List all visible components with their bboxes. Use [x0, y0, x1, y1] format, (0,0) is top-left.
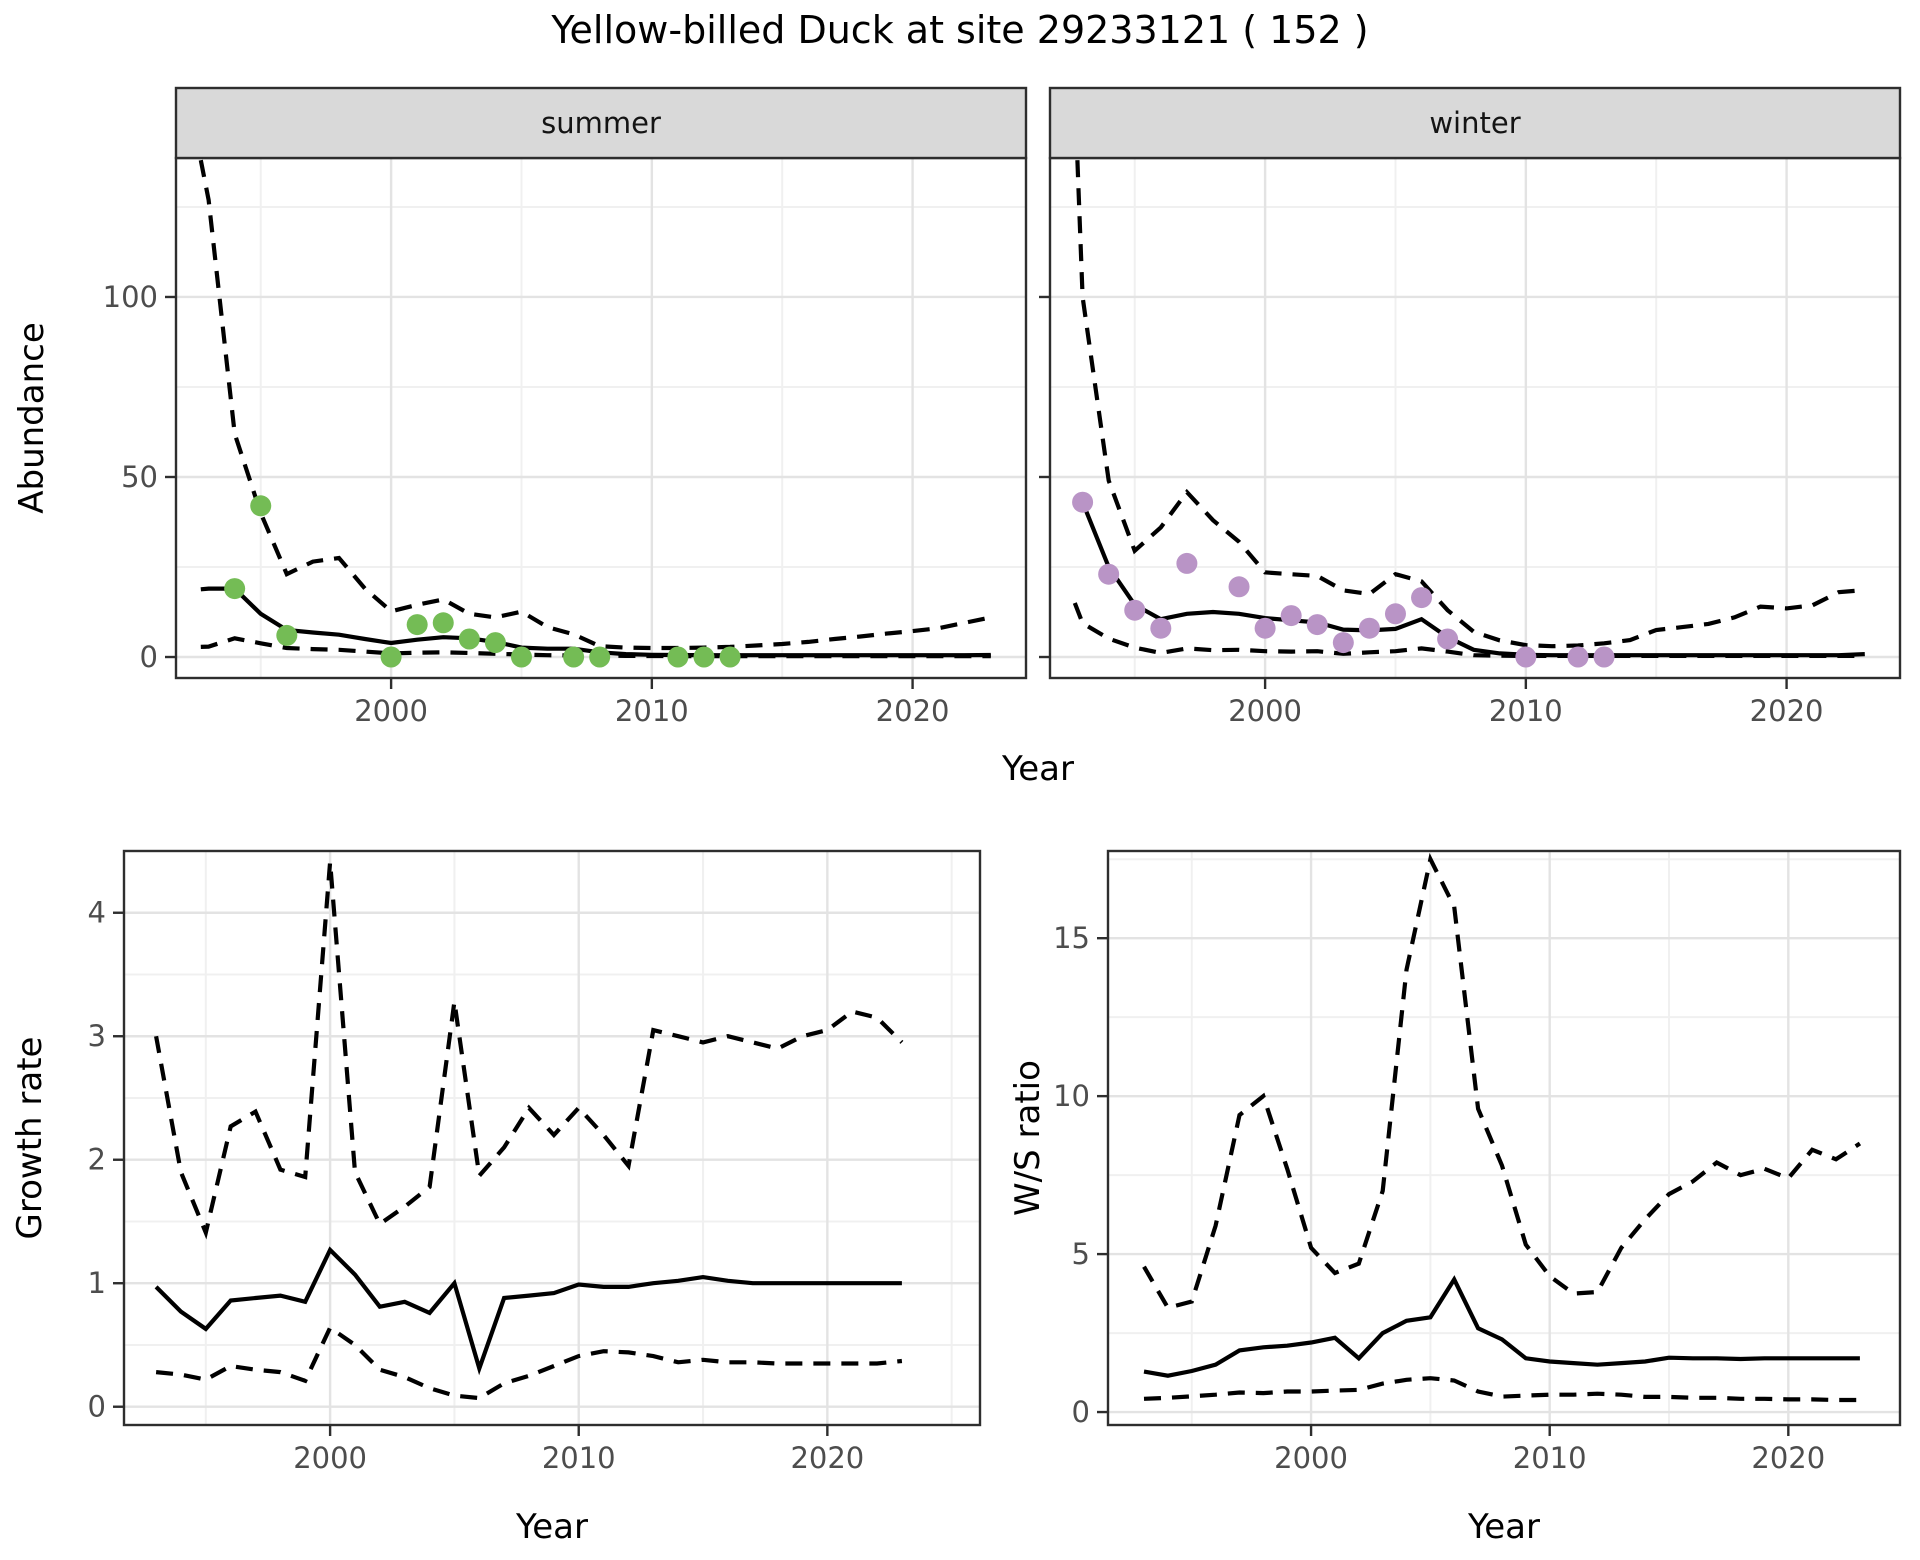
- observation-point: [1124, 599, 1146, 621]
- facet-strip: [174, 86, 1028, 160]
- x-tick-label: 2000: [354, 694, 428, 728]
- lower-ci-line: [200, 636, 991, 659]
- facet-strip: [1048, 86, 1902, 160]
- upper-ci-line: [198, 159, 992, 651]
- facet-strip-label-winter: winter: [1429, 106, 1521, 140]
- observation-point: [250, 495, 272, 517]
- mean-line: [1143, 1275, 1860, 1378]
- panel-border: [122, 849, 982, 1427]
- observation-point: [380, 646, 402, 668]
- x-axis-title-year-bottom-left: Year: [516, 1507, 588, 1547]
- observation-point: [1280, 605, 1302, 627]
- x-tick-label: 2010: [615, 694, 689, 728]
- x-tick-label: 2020: [790, 1441, 864, 1475]
- x-tick-label: 2020: [1751, 1441, 1825, 1475]
- panel-ws_ratio: 2000 2010 2020 0 5 10 15: [1053, 849, 1902, 1475]
- lower-ci-line: [155, 1324, 903, 1401]
- facet-strip-label-summer: summer: [541, 106, 661, 140]
- observation-point: [458, 628, 480, 650]
- y-tick-label: 1: [88, 1266, 106, 1300]
- y-tick-label: 0: [88, 1390, 106, 1424]
- panel-background: [1108, 851, 1900, 1425]
- observation-point: [1384, 603, 1406, 625]
- x-tick-label: 2000: [293, 1441, 367, 1475]
- observation-point: [693, 646, 715, 668]
- observation-point: [563, 646, 585, 668]
- upper-ci-line: [1075, 160, 1865, 649]
- observation-point: [1332, 632, 1354, 654]
- observation-point: [1228, 576, 1250, 598]
- y-tick-label: 15: [1053, 921, 1090, 955]
- x-tick-label: 2010: [1489, 694, 1563, 728]
- x-tick-label: 2020: [876, 694, 950, 728]
- observation-point: [1437, 628, 1459, 650]
- x-tick-label: 2010: [542, 1441, 616, 1475]
- observation-point: [1150, 617, 1172, 639]
- observation-point: [276, 624, 298, 646]
- observation-point: [719, 646, 741, 668]
- y-tick-label: 0: [140, 640, 158, 674]
- panel-abundance_summer: 2000 2010 2020 0 50 100: [103, 86, 1028, 728]
- observation-point: [1593, 646, 1615, 668]
- y-tick-label: 3: [88, 1019, 106, 1053]
- panel-abundance_winter: 2000 2010 2020: [1039, 86, 1902, 728]
- x-tick-label: 2020: [1750, 694, 1824, 728]
- x-tick-label: 2000: [1274, 1441, 1348, 1475]
- upper-ci-line: [1142, 852, 1862, 1311]
- panel-background: [124, 851, 980, 1425]
- y-tick-label: 4: [88, 896, 106, 930]
- observation-point: [1411, 587, 1433, 609]
- y-tick-label: 5: [1072, 1237, 1090, 1271]
- observation-point: [432, 612, 454, 634]
- observation-point: [589, 646, 611, 668]
- observation-point: [1072, 491, 1094, 513]
- upper-ci-line: [154, 861, 904, 1240]
- x-tick-label: 2010: [1513, 1441, 1587, 1475]
- observation-point: [406, 614, 428, 636]
- y-axis-title-abundance: Abundance: [12, 322, 52, 514]
- panel-growth_rate: 2000 2010 2020 0 1 2 3 4: [88, 849, 982, 1475]
- observation-point: [484, 632, 506, 654]
- x-axis-title-year-bottom-right: Year: [1468, 1507, 1540, 1547]
- y-tick-label: 100: [103, 280, 158, 314]
- observation-point: [1306, 614, 1328, 636]
- observation-point: [510, 646, 532, 668]
- y-tick-label: 50: [121, 460, 158, 494]
- panel-background: [176, 158, 1026, 678]
- y-tick-label: 0: [1072, 1395, 1090, 1429]
- observation-point: [1515, 646, 1537, 668]
- mean-line: [154, 1246, 902, 1376]
- observation-point: [1098, 563, 1120, 585]
- x-axis-title-year-top: Year: [1002, 749, 1074, 789]
- lower-ci-line: [1072, 602, 1865, 659]
- y-tick-label: 10: [1053, 1079, 1090, 1113]
- observation-point: [1176, 552, 1198, 574]
- x-tick-label: 2000: [1228, 694, 1302, 728]
- observation-point: [1567, 646, 1589, 668]
- y-axis-title-growth-rate: Growth rate: [10, 1036, 50, 1240]
- observation-point: [224, 578, 246, 600]
- observation-point: [1254, 617, 1276, 639]
- observation-point: [667, 646, 689, 668]
- lower-ci-line: [1143, 1376, 1860, 1403]
- y-tick-label: 2: [88, 1143, 106, 1177]
- observation-point: [1358, 617, 1380, 639]
- y-axis-title-ws-ratio: W/S ratio: [1008, 1060, 1048, 1216]
- panel-border: [1106, 849, 1902, 1427]
- panel-background: [1050, 158, 1900, 678]
- chart-title: Yellow-billed Duck at site 29233121 ( 15…: [551, 8, 1369, 52]
